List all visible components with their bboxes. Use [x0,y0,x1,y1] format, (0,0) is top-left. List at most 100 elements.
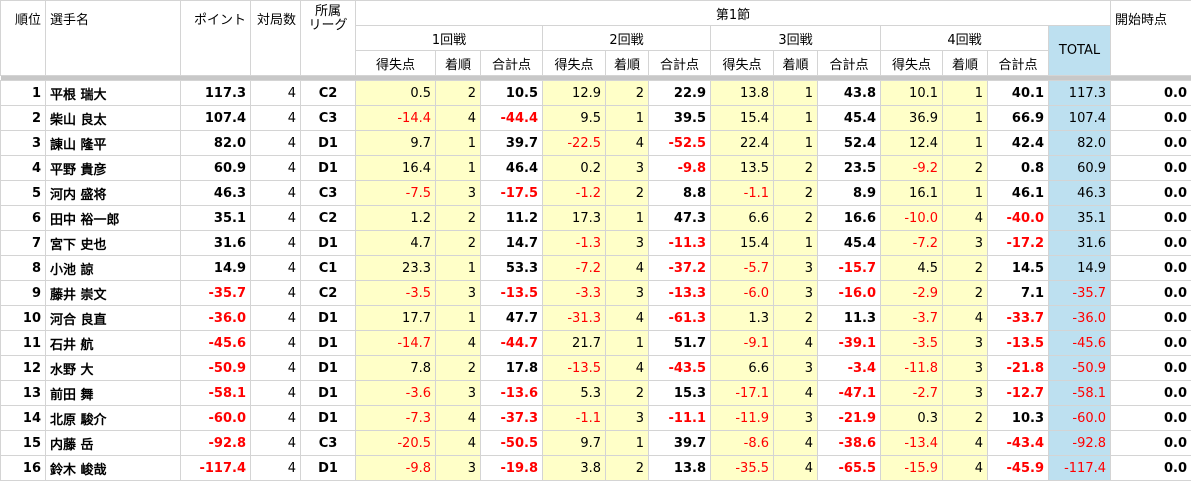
table-cell: 3 [0,130,46,156]
table-cell: 2 [942,155,988,181]
table-cell: 4 [773,330,818,356]
table-row: 9 藤井 崇文 -35.7 4 C2 -3.5 3 -13.5 -3.3 3 -13.3 -6.0 3-… [0,280,1191,306]
table-cell: -13.5 [480,280,543,306]
table-cell: -15.9 [880,455,943,481]
table-cell: 1 [435,255,481,281]
sub-header: 得失点 [880,50,943,76]
table-cell: C3 [300,180,356,206]
table-cell: 0.0 [1110,255,1191,281]
table-cell: 2 [605,80,649,106]
table-row: 4 平野 貴彦 60.9 4 D1 16.4 1 46.4 0.2 3 -9.8 13.5 2 23.5-… [0,155,1191,181]
table-cell: -11.8 [880,355,943,381]
table-cell: 46.1 [987,180,1049,206]
table-cell: 11.2 [480,205,543,231]
table-cell: -7.3 [355,405,436,431]
table-cell: 31.6 [1047,230,1112,256]
sub-header: 得失点 [542,50,606,76]
table-cell: 0.2 [542,155,606,181]
table-cell: 2 [435,205,481,231]
table-cell: 2 [773,205,818,231]
table-row: 7 宮下 史也 31.6 4 D1 4.7 2 14.7 -1.3 3 -11.3 15.4 1 45.4… [0,230,1191,256]
table-cell: -60.0 [180,405,251,431]
table-cell: -92.8 [180,430,251,456]
table-cell: 107.4 [1047,105,1112,131]
table-cell: 3 [942,330,988,356]
sub-header: 着順 [942,50,988,76]
table-cell: 河内 盛将 [45,180,181,206]
table-cell: 10.5 [480,80,543,106]
table-cell: -11.1 [648,405,711,431]
table-cell: -50.9 [1047,355,1112,381]
table-cell: -37.3 [480,405,543,431]
table-cell: -13.4 [880,430,943,456]
table-cell: -61.3 [648,305,711,331]
table-cell: 3 [435,380,481,406]
table-cell: -39.1 [817,330,881,356]
table-cell: -21.9 [817,405,881,431]
table-cell: 0.0 [1110,430,1191,456]
table-cell: 82.0 [180,130,251,156]
table-cell: -8.6 [710,430,774,456]
table-cell: 5.3 [542,380,606,406]
table-cell: -117.4 [180,455,251,481]
table-cell: -10.0 [880,205,943,231]
table-cell: 6.6 [710,205,774,231]
table-row: 2 柴山 良太 107.4 4 C3 -14.4 4 -44.4 9.5 1 39.5 15.4 1 45… [0,105,1191,131]
column-header: 所属 リーグ [300,0,356,76]
table-cell: 北原 駿介 [45,405,181,431]
table-cell: 1 [773,230,818,256]
table-cell: 1.3 [710,305,774,331]
round-header: 4回戦 [880,25,1049,51]
table-cell: -1.3 [542,230,606,256]
sub-header: 得失点 [355,50,436,76]
table-cell: 13.8 [710,80,774,106]
table-cell: -117.4 [1047,455,1112,481]
table-body: 1 平根 瑞大 117.3 4 C2 0.5 2 10.5 12.9 2 22.9 13.8 1 43.8… [0,80,1191,481]
table-cell: 0.0 [1110,330,1191,356]
table-cell: -9.8 [355,455,436,481]
table-cell: -3.7 [880,305,943,331]
table-cell: 1.2 [355,205,436,231]
table-row: 6 田中 裕一郎 35.1 4 C2 1.2 2 11.2 17.3 1 47.3 6.6 2 16.6-… [0,205,1191,231]
table-cell: -3.3 [542,280,606,306]
table-cell: 0.0 [1110,205,1191,231]
table-cell: 42.4 [987,130,1049,156]
table-cell: 4 [250,205,301,231]
table-cell: 4 [773,455,818,481]
table-cell: -17.5 [480,180,543,206]
column-header: ポイント [180,0,251,76]
table-cell: D1 [300,130,356,156]
table-cell: -35.7 [1047,280,1112,306]
column-header: 順位 [0,0,46,76]
table-cell: 35.1 [180,205,251,231]
table-cell: 45.4 [817,105,881,131]
table-cell: 7.8 [355,355,436,381]
table-cell: 52.4 [817,130,881,156]
table-cell: -3.5 [355,280,436,306]
table-row: 11 石井 航 -45.6 4 D1 -14.7 4 -44.7 21.7 1 51.7 -9.1 4-… [0,330,1191,356]
table-cell: -11.9 [710,405,774,431]
table-cell: -13.5 [542,355,606,381]
table-cell: -60.0 [1047,405,1112,431]
table-cell: 0.0 [1110,105,1191,131]
table-cell: 31.6 [180,230,251,256]
table-cell: 17.7 [355,305,436,331]
table-cell: 46.3 [1047,180,1112,206]
table-cell: -37.2 [648,255,711,281]
table-cell: -1.1 [542,405,606,431]
table-cell: 17.8 [480,355,543,381]
table-cell: 河合 良直 [45,305,181,331]
table-cell: 2 [435,80,481,106]
table-cell: 1 [773,105,818,131]
table-cell: -2.9 [880,280,943,306]
table-cell: -2.7 [880,380,943,406]
table-cell: 40.1 [987,80,1049,106]
table-cell: 2 [773,155,818,181]
table-cell: 7.1 [987,280,1049,306]
header-row: 1回戦 2回戦 3回戦 4回戦 TOTAL [1,25,1191,76]
table-cell: 1 [435,155,481,181]
table-cell: 11 [0,330,46,356]
table-cell: 2 [605,180,649,206]
table-cell: 10 [0,305,46,331]
